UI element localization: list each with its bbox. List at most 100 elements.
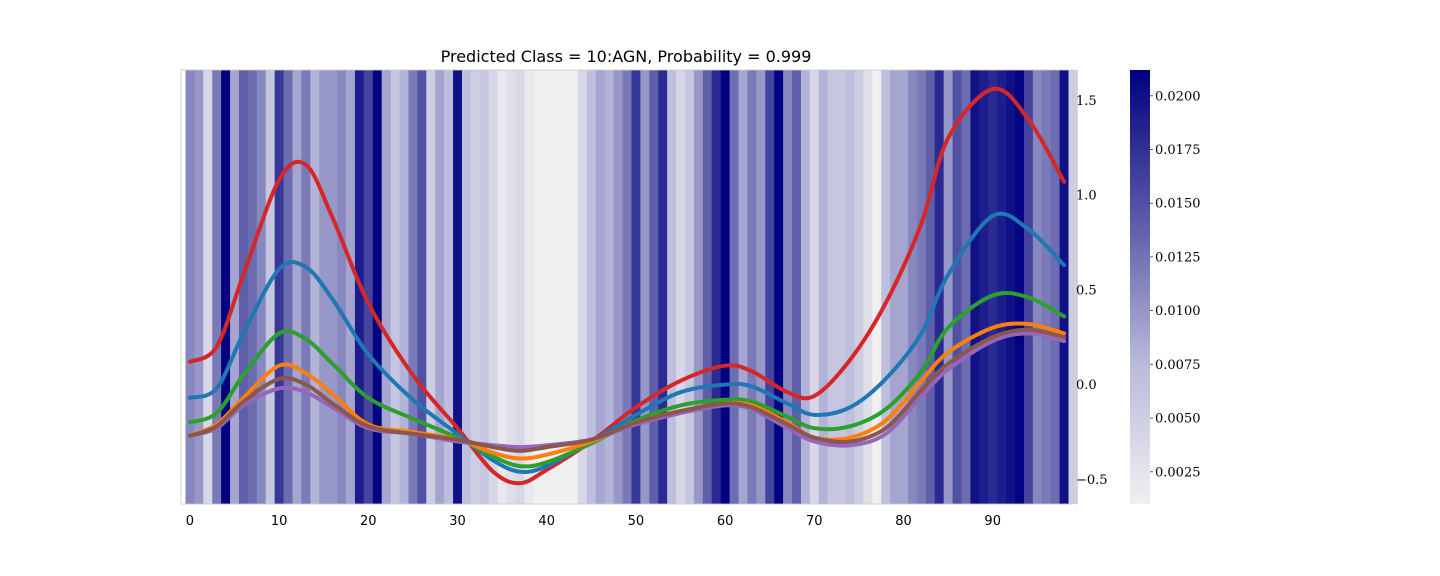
colorbar-ticks: 0.0025 0.0050 0.0075 0.0100 0.0125 0.0150 0.01…: [1150, 89, 1201, 480]
attention-band-37: [515, 70, 525, 504]
attention-band-47: [604, 70, 615, 504]
colorbar-tick-label: 0.0175: [1155, 143, 1201, 158]
attention-band-36: [506, 70, 516, 504]
attention-band-44: [577, 70, 588, 504]
colorbar-tick-label: 0.0100: [1155, 304, 1201, 319]
attention-band-92: [1006, 70, 1016, 504]
attention-band-1: [194, 70, 204, 504]
attention-band-30: [453, 70, 463, 504]
attention-band-12: [292, 70, 302, 504]
attention-band-21: [372, 70, 383, 504]
attention-band-90: [988, 70, 998, 504]
y-tick-label: −0.5: [1076, 473, 1108, 488]
attention-band-10: [274, 70, 284, 504]
attention-band-69: [800, 70, 811, 504]
attention-band-64: [756, 70, 766, 504]
attention-band-23: [390, 70, 400, 504]
series-line-1: [187, 211, 1067, 475]
y-tick-label: 1.5: [1076, 94, 1097, 109]
attention-band-65: [765, 70, 775, 504]
attention-band-54: [667, 70, 677, 504]
attention-band-76: [863, 70, 873, 504]
x-tick-label: 20: [360, 514, 377, 529]
attention-band-26: [417, 70, 427, 504]
attention-band-55: [676, 70, 686, 504]
x-tick-label: 70: [806, 514, 823, 529]
attention-band-68: [792, 70, 802, 504]
attention-band-33: [479, 70, 490, 504]
attention-band-35: [497, 70, 507, 504]
attention-band-51: [640, 70, 650, 504]
chart-title: Predicted Class = 10:AGN, Probability = …: [441, 47, 812, 66]
attention-band-75: [854, 70, 864, 504]
attention-band-60: [720, 70, 730, 504]
attention-band-18: [346, 70, 356, 504]
colorbar-tick-label: 0.0150: [1155, 197, 1201, 212]
attention-band-22: [381, 70, 392, 504]
attention-band-2: [203, 70, 213, 504]
attention-band-78: [881, 70, 891, 504]
attention-band-58: [702, 70, 713, 504]
attention-band-16: [328, 70, 338, 504]
attention-band-8: [256, 70, 267, 504]
attention-band-46: [595, 70, 606, 504]
attention-band-28: [435, 70, 445, 504]
attention-band-80: [899, 70, 909, 504]
series-line-5: [187, 327, 1067, 453]
attention-band-83: [925, 70, 936, 504]
x-tick-label: 10: [271, 514, 288, 529]
colorbar-tick-label: 0.0200: [1155, 89, 1201, 104]
attention-band-29: [444, 70, 454, 504]
x-tick-label: 0: [186, 514, 194, 529]
attention-band-70: [809, 70, 820, 504]
colorbar: 0.0025 0.0050 0.0075 0.0100 0.0125 0.0150 0.01…: [1130, 70, 1201, 504]
attention-band-94: [1023, 70, 1034, 504]
attention-band-17: [337, 70, 347, 504]
attention-band-84: [934, 70, 945, 504]
attention-band-40: [542, 70, 552, 504]
attention-band-71: [818, 70, 829, 504]
attention-band-72: [827, 70, 838, 504]
attention-band-98: [1059, 70, 1069, 504]
attention-band-39: [533, 70, 543, 504]
attention-band-63: [747, 70, 757, 504]
attention-band-48: [613, 70, 623, 504]
lightcurve-lines: [187, 86, 1067, 486]
colorbar-tick-label: 0.0050: [1155, 412, 1201, 427]
attention-band-85: [943, 70, 953, 504]
colorbar-tick-label: 0.0125: [1155, 250, 1201, 265]
attention-band-57: [693, 70, 704, 504]
y-tick-label: 1.0: [1076, 189, 1097, 204]
attention-band-93: [1015, 70, 1025, 504]
x-tick-label: 50: [628, 514, 645, 529]
attention-band-11: [283, 70, 293, 504]
attention-band-3: [212, 70, 222, 504]
x-tick-label: 90: [984, 514, 1001, 529]
attention-band-73: [836, 70, 846, 504]
attention-band-5: [230, 70, 240, 504]
attention-band-81: [907, 70, 918, 504]
attention-band-25: [408, 70, 418, 504]
attention-band-13: [301, 70, 311, 504]
attention-band-0: [185, 70, 195, 504]
attention-band-88: [970, 70, 980, 504]
attention-band-45: [586, 70, 597, 504]
attention-band-74: [845, 70, 855, 504]
attention-band-52: [649, 70, 659, 504]
attention-band-41: [551, 70, 561, 504]
attention-heatmap: [185, 70, 1078, 504]
attention-band-89: [979, 70, 989, 504]
attention-band-53: [658, 70, 668, 504]
attention-band-14: [310, 70, 320, 504]
attention-band-66: [774, 70, 784, 504]
attention-band-82: [916, 70, 927, 504]
attention-band-86: [952, 70, 962, 504]
attention-band-42: [560, 70, 570, 504]
attention-band-61: [729, 70, 739, 504]
series-line-0: [187, 86, 1067, 486]
attention-band-50: [631, 70, 641, 504]
attention-band-96: [1041, 70, 1052, 504]
attention-band-59: [711, 70, 722, 504]
y-axis-right: −0.5 0.0 0.5 1.0 1.5: [1076, 94, 1108, 488]
attention-band-91: [997, 70, 1007, 504]
